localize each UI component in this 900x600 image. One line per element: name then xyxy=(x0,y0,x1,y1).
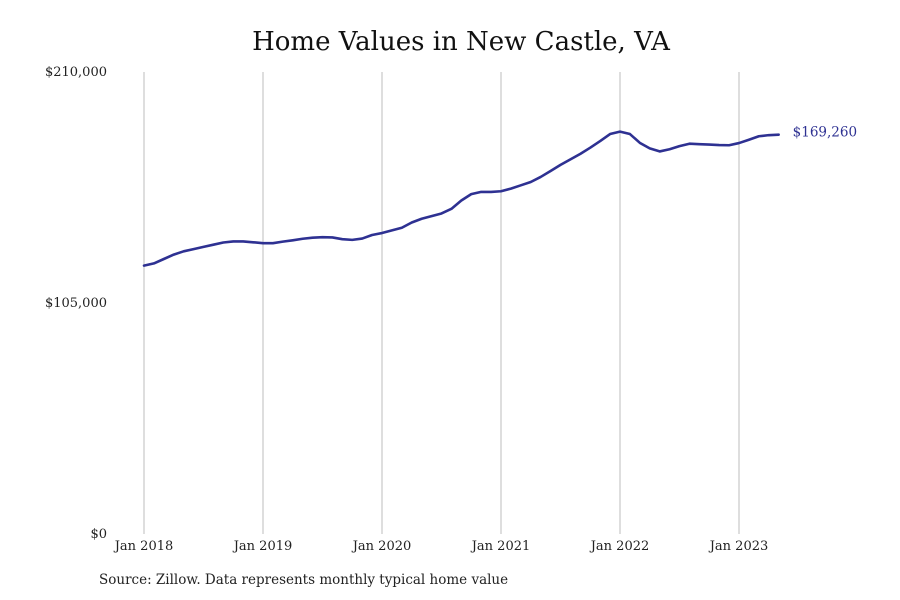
y-tick-label: $105,000 xyxy=(45,296,107,311)
y-axis-ticks: $0 $105,000 $210,000 xyxy=(45,65,107,542)
x-tick-label: Jan 2023 xyxy=(708,539,769,554)
x-tick-label: Jan 2022 xyxy=(589,539,650,554)
y-tick-label: $210,000 xyxy=(45,65,107,80)
source-note: Source: Zillow. Data represents monthly … xyxy=(99,572,509,588)
x-tick-label: Jan 2018 xyxy=(113,539,174,554)
x-tick-label: Jan 2019 xyxy=(232,539,293,554)
x-tick-label: Jan 2021 xyxy=(470,539,531,554)
y-tick-label: $0 xyxy=(90,527,107,542)
end-labels: $169,260 xyxy=(793,125,857,141)
series-lines xyxy=(142,130,780,267)
end-value-label: $169,260 xyxy=(793,125,857,141)
series-line-0 xyxy=(142,130,780,267)
chart-title: Home Values in New Castle, VA xyxy=(252,27,670,57)
x-tick-label: Jan 2020 xyxy=(351,539,412,554)
gridlines xyxy=(143,72,740,534)
x-axis-ticks: Jan 2018 Jan 2019 Jan 2020 Jan 2021 Jan 2022… xyxy=(113,539,769,554)
